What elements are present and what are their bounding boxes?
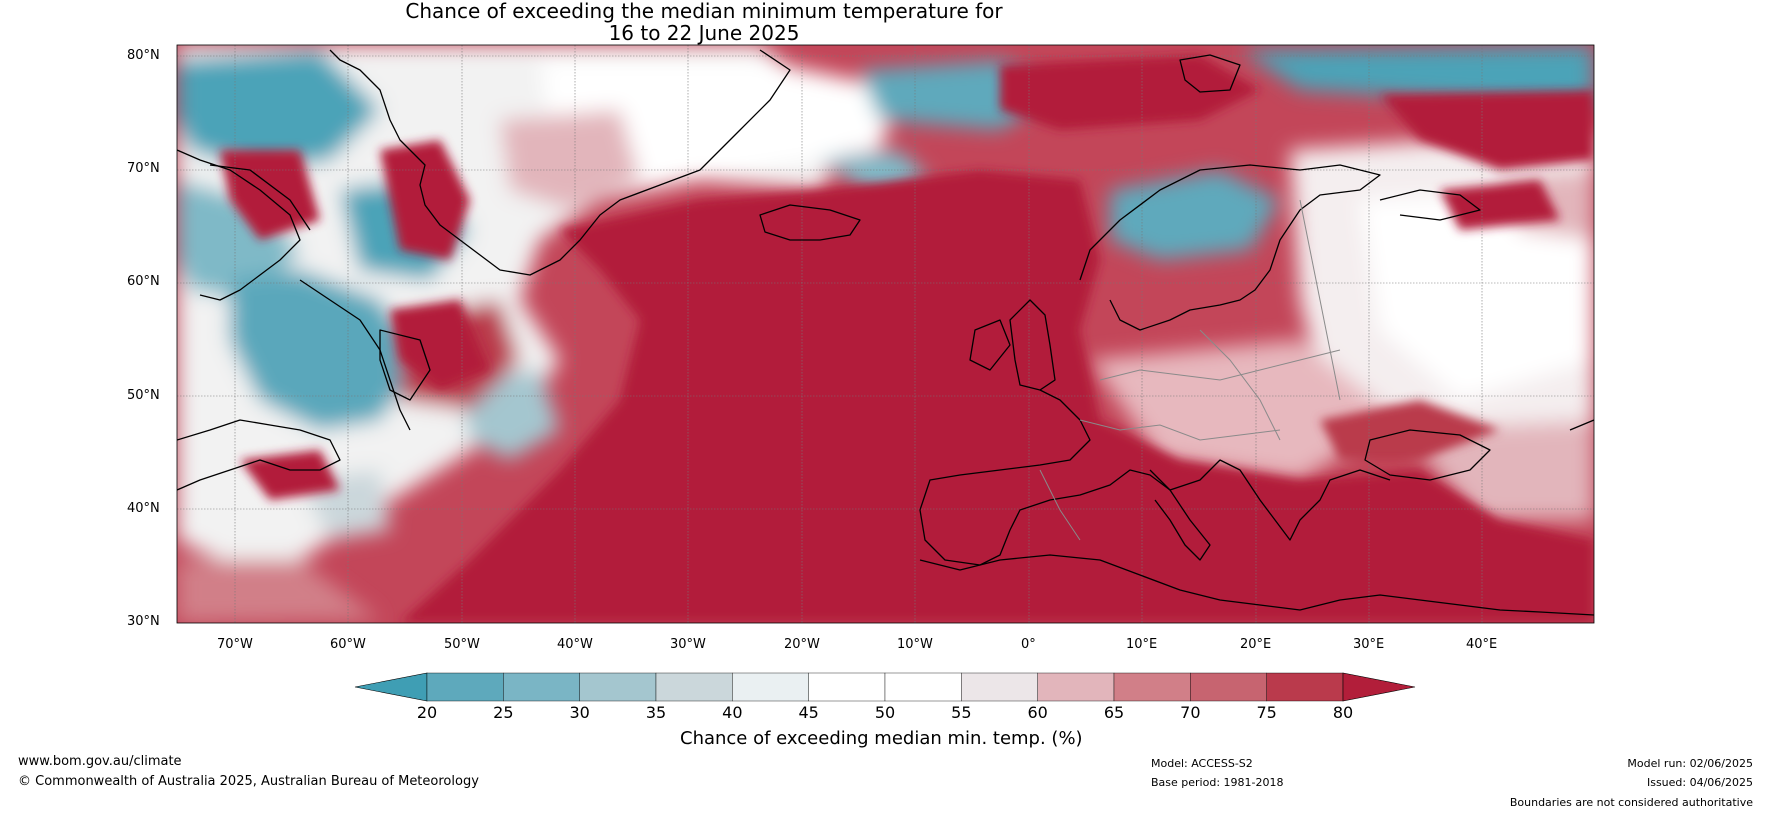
graticule [177,45,1594,623]
colorbar-segment [808,672,886,702]
colorbar-tick-label: 70 [1180,703,1201,722]
colorbar-segment [961,672,1038,702]
colorbar-over-arrow [1342,672,1416,702]
colorbar-tick-label: 45 [798,703,819,722]
colorbar-segment [1266,672,1344,702]
lat-label-50n: 50°N [127,388,160,403]
colorbar-segment [1113,672,1191,702]
lon-label-30w: 30°W [670,637,706,652]
colorbar-tick-label: 50 [874,703,896,722]
colorbar-segment [1190,672,1267,702]
colorbar-tick-label: 75 [1256,703,1277,722]
borders [1039,199,1341,541]
lon-label-20w: 20°W [784,637,820,652]
colorbar-segment [732,672,809,702]
lon-label-40w: 40°W [557,637,593,652]
colorbar-segment [579,672,657,702]
lon-label-10e: 10°E [1126,637,1158,652]
coastlines [177,49,1594,616]
title-line-1: Chance of exceeding the median minimum t… [405,0,1003,23]
lon-label-60w: 60°W [330,637,366,652]
model-run: Model run: 02/06/2025 [1627,757,1753,770]
lat-label-70n: 70°N [127,161,160,176]
colorbar [354,672,1416,702]
title-line-2: 16 to 22 June 2025 [608,21,800,45]
colorbar-under-arrow [354,672,428,702]
lon-label-40e: 40°E [1466,637,1498,652]
colorbar-tick-label: 80 [1332,703,1354,722]
colorbar-tick-label: 40 [722,703,743,722]
colorbar-segment [503,672,580,702]
colorbar-segment [655,672,733,702]
lon-label-50w: 50°W [444,637,480,652]
colorbar-tick-label: 55 [951,703,972,722]
colorbar-tick-label: 25 [493,703,514,722]
colorbar-tick-label: 20 [416,703,438,722]
colorbar-segment [426,672,504,702]
issued-date: Issued: 04/06/2025 [1646,776,1753,789]
colorbar-segment [884,672,962,702]
lat-label-80n: 80°N [127,48,160,63]
lat-label-60n: 60°N [127,274,160,289]
model-name: Model: ACCESS-S2 [1151,757,1253,770]
lat-label-30n: 30°N [127,614,160,629]
base-period: Base period: 1981-2018 [1151,776,1284,789]
lon-label-0: 0° [1021,637,1036,652]
lon-label-10w: 10°W [897,637,933,652]
colorbar-label: Chance of exceeding median min. temp. (%… [680,728,1083,749]
map-field [177,45,1594,623]
copyright: © Commonwealth of Australia 2025, Austra… [18,774,479,789]
chart-title: Chance of exceeding the median minimum t… [0,0,1408,44]
site-url: www.bom.gov.au/climate [18,754,182,769]
lon-label-70w: 70°W [217,637,253,652]
colorbar-segment [1037,672,1115,702]
lon-label-30e: 30°E [1353,637,1385,652]
boundary-disclaimer: Boundaries are not considered authoritat… [1509,796,1753,809]
colorbar-tick-label: 60 [1027,703,1048,722]
lat-label-40n: 40°N [127,501,160,516]
colorbar-tick-label: 35 [645,703,667,722]
colorbar-tick-label: 65 [1103,703,1125,722]
lon-label-20e: 20°E [1240,637,1272,652]
colorbar-tick-label: 30 [569,703,590,722]
